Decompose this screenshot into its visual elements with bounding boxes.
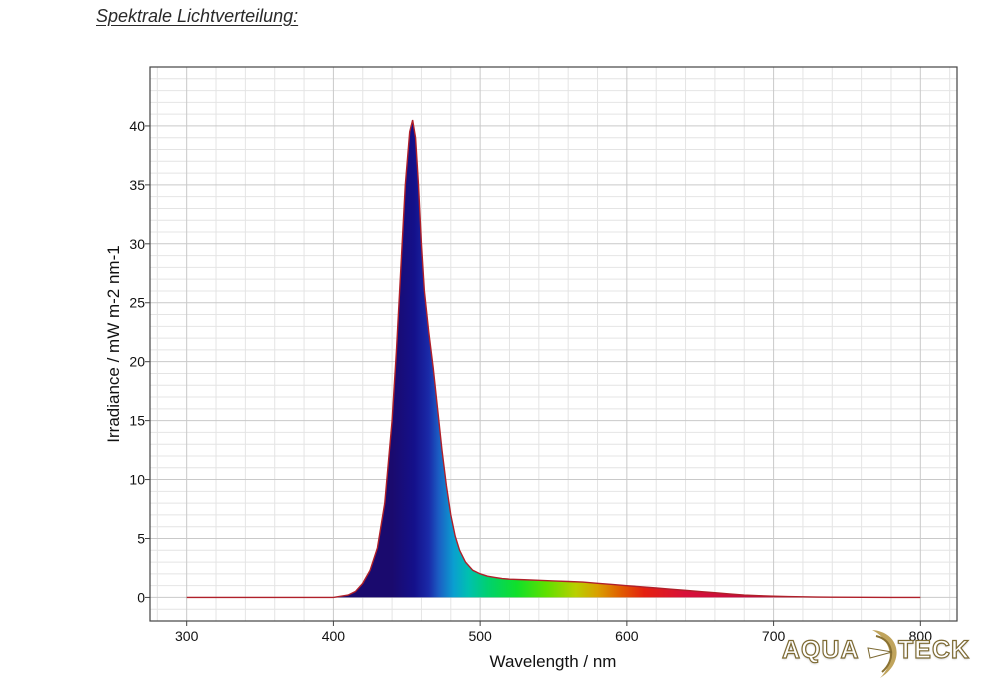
spectrum-curve <box>186 119 921 599</box>
y-tick-label: 10 <box>129 472 145 488</box>
page-heading: Spektrale Lichtverteilung: <box>96 6 299 26</box>
major-grid <box>150 67 957 621</box>
y-tick-label: 35 <box>129 177 145 193</box>
x-tick-label: 400 <box>322 628 346 644</box>
x-tick-label: 600 <box>615 628 639 644</box>
y-tick-label: 0 <box>137 589 145 605</box>
logo-text-left: AQUA <box>781 635 860 664</box>
logo-text-right: TECK <box>897 635 971 664</box>
y-tick-label: 15 <box>129 413 145 429</box>
x-tick-label: 700 <box>762 628 786 644</box>
y-tick-label: 40 <box>129 118 145 134</box>
plot-frame <box>149 66 958 622</box>
y-tick-label: 20 <box>129 354 145 370</box>
x-tick-label: 300 <box>175 628 199 644</box>
x-tick-label: 500 <box>468 628 492 644</box>
aquateck-logo: AQUA TECK <box>780 622 980 682</box>
plot-area <box>150 67 957 621</box>
x-axis-ticks: 300 400 500 600 700 800 <box>175 621 932 644</box>
fish-emblem-icon <box>867 630 897 678</box>
y-axis-ticks: 0 5 10 15 20 25 30 35 40 <box>129 118 150 605</box>
y-tick-label: 25 <box>129 295 145 311</box>
y-tick-label: 5 <box>137 530 145 546</box>
x-tick-label: 800 <box>909 628 933 644</box>
y-tick-label: 30 <box>129 236 145 252</box>
minor-grid <box>150 67 957 621</box>
x-axis-label: Wavelength / nm <box>490 652 617 671</box>
y-axis-label: Irradiance / mW m-2 nm-1 <box>104 245 123 442</box>
